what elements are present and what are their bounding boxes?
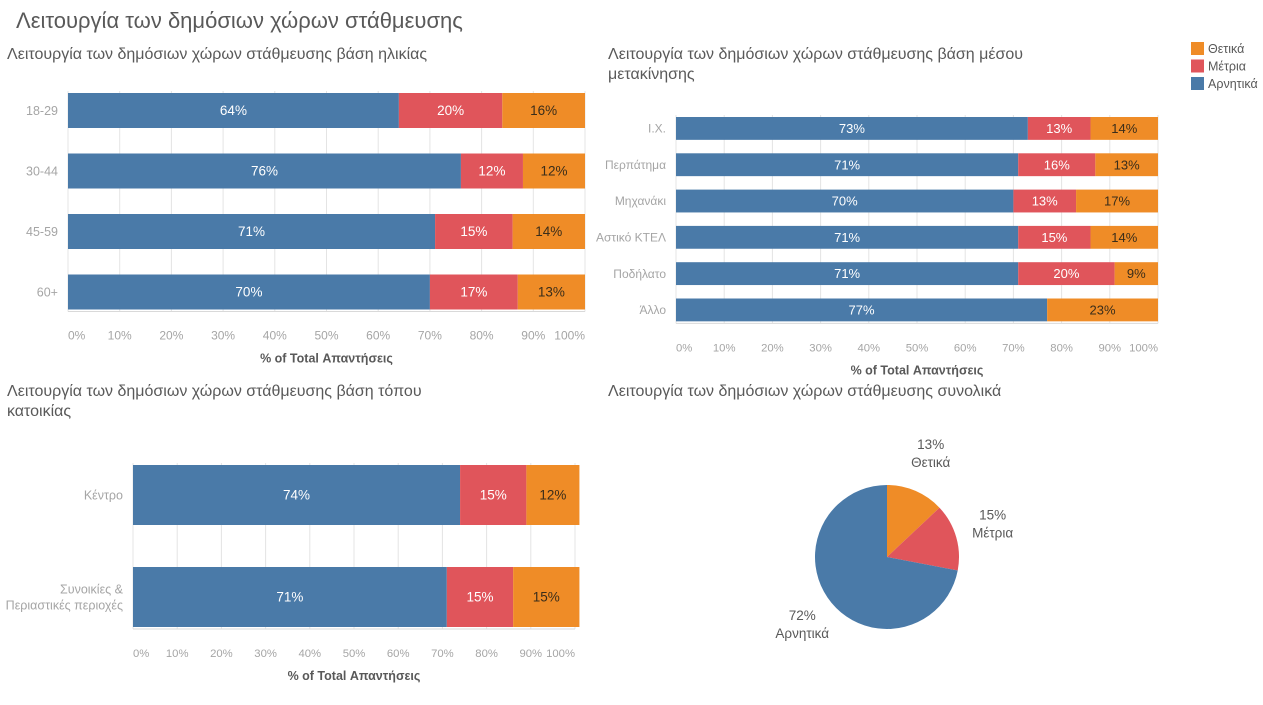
svg-text:71%: 71% [276,590,303,605]
svg-text:72%: 72% [789,608,816,623]
svg-text:90%: 90% [519,648,542,660]
svg-text:50%: 50% [343,648,366,660]
svg-text:Περιαστικές περιοχές: Περιαστικές περιοχές [6,598,123,612]
svg-text:13%: 13% [917,437,944,452]
svg-text:12%: 12% [539,488,566,503]
svg-text:15%: 15% [979,507,1006,522]
svg-text:100%: 100% [546,648,575,660]
svg-text:Κέντρο: Κέντρο [84,488,123,502]
svg-text:% of Total Απαντήσεις: % of Total Απαντήσεις [288,669,421,683]
svg-text:60%: 60% [387,648,410,660]
svg-text:70%: 70% [431,648,454,660]
svg-text:15%: 15% [466,590,493,605]
svg-text:10%: 10% [166,648,189,660]
svg-text:Αρνητικά: Αρνητικά [775,626,829,641]
svg-text:15%: 15% [533,590,560,605]
svg-text:30%: 30% [254,648,277,660]
svg-text:74%: 74% [283,488,310,503]
svg-text:Μέτρια: Μέτρια [972,525,1013,540]
svg-text:Θετικά: Θετικά [911,455,950,470]
svg-text:80%: 80% [475,648,498,660]
svg-text:Συνοικίες &: Συνοικίες & [60,582,124,596]
svg-text:40%: 40% [298,648,321,660]
svg-text:20%: 20% [210,648,233,660]
svg-text:0%: 0% [133,648,149,660]
svg-text:15%: 15% [480,488,507,503]
